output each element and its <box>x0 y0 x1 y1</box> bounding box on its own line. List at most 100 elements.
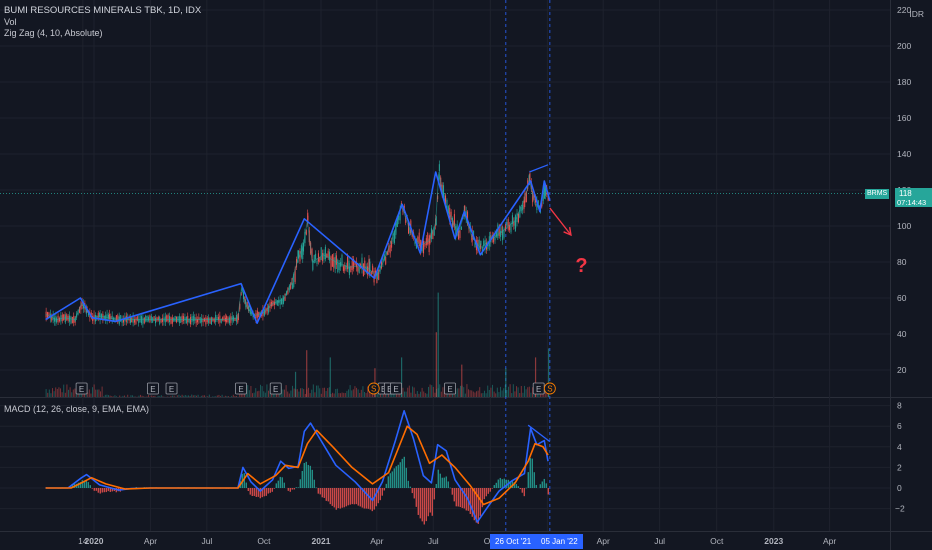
price-candle <box>293 273 295 288</box>
volume-bar <box>322 387 324 397</box>
macd-histogram-bar <box>353 488 355 505</box>
macd-histogram-bar <box>259 488 261 499</box>
price-candle <box>503 229 505 238</box>
volume-bar <box>340 393 342 397</box>
earnings-marker-label: E <box>273 385 278 394</box>
earnings-marker-label: E <box>393 385 398 394</box>
volume-bar <box>66 384 68 397</box>
macd-histogram-bar <box>499 477 501 488</box>
volume-bar <box>103 396 105 397</box>
price-candle <box>90 312 92 318</box>
volume-bar <box>277 393 279 397</box>
volume-bar <box>514 391 516 397</box>
price-candle <box>66 314 68 320</box>
volume-bar <box>435 332 437 397</box>
volume-bar <box>141 395 143 397</box>
macd-histogram-bar <box>471 488 473 517</box>
macd-histogram-bar <box>485 488 487 497</box>
currency-label: IDR <box>909 9 924 19</box>
volume-bar <box>412 386 414 397</box>
price-candle <box>103 315 105 320</box>
volume-bar <box>487 385 489 397</box>
macd-histogram-bar <box>335 488 337 510</box>
macd-histogram-bar <box>351 488 353 505</box>
macd-histogram-bar <box>287 488 289 491</box>
macd-histogram-bar <box>503 478 505 488</box>
price-candle <box>507 219 509 230</box>
earnings-marker-label: E <box>387 385 392 394</box>
x-tick-label: Apr <box>144 536 157 546</box>
price-candle <box>114 318 116 322</box>
price-candle <box>55 315 57 322</box>
volume-bar <box>228 396 230 397</box>
price-candle <box>105 315 107 321</box>
price-candle <box>534 198 536 203</box>
volume-bar <box>344 392 346 397</box>
price-candle <box>256 310 258 318</box>
volume-bar <box>189 395 191 397</box>
volume-bar <box>308 387 310 397</box>
y-tick-label: 220 <box>897 5 911 15</box>
volume-bar <box>488 389 490 397</box>
price-candle <box>299 250 301 262</box>
macd-histogram-bar <box>543 478 545 488</box>
price-candle <box>209 317 211 324</box>
price-candle <box>383 254 385 260</box>
price-candle <box>350 265 352 273</box>
volume-bar <box>359 392 361 397</box>
volume-bar <box>336 388 338 397</box>
volume-bar <box>138 395 140 397</box>
volume-bar <box>338 393 340 397</box>
volume-bar <box>496 387 498 397</box>
volume-bar <box>300 388 302 397</box>
volume-bar <box>500 386 502 397</box>
price-candle <box>529 173 531 183</box>
split-marker-label: S <box>547 385 552 394</box>
macd-histogram-bar <box>109 488 111 492</box>
macd-histogram-bar <box>523 488 525 497</box>
macd-histogram-bar <box>279 476 281 488</box>
price-candle <box>330 256 332 271</box>
price-candle <box>537 200 539 207</box>
macd-histogram-bar <box>481 488 483 508</box>
volume-bar <box>439 384 441 397</box>
macd-histogram-bar <box>415 488 417 507</box>
price-candle <box>188 319 190 323</box>
price-candle <box>342 266 344 271</box>
volume-bar <box>333 393 335 397</box>
volume-bar <box>482 393 484 397</box>
macd-histogram-bar <box>91 488 93 489</box>
volume-bar <box>420 391 422 397</box>
volume-bar <box>498 392 500 397</box>
macd-histogram-bar <box>413 488 415 499</box>
price-candle <box>322 253 324 262</box>
volume-bar <box>61 392 63 397</box>
volume-bar <box>370 393 372 397</box>
macd-histogram-bar <box>341 488 343 508</box>
macd-histogram-bar <box>377 488 379 504</box>
macd-histogram-bar <box>511 480 513 488</box>
macd-histogram-bar <box>245 482 247 488</box>
volume-bar <box>220 396 222 397</box>
macd-trendline <box>527 424 551 443</box>
macd-histogram-bar <box>247 488 249 492</box>
volume-bar <box>157 395 159 397</box>
volume-bar <box>437 292 439 397</box>
volume-bar <box>79 393 81 397</box>
macd-histogram-bar <box>363 488 365 509</box>
earnings-marker-label: E <box>238 385 243 394</box>
volume-bar <box>247 385 249 397</box>
x-tick-label: Apr <box>370 536 383 546</box>
price-candle <box>70 316 72 324</box>
volume-bar <box>328 387 330 397</box>
macd-histogram-bar <box>411 488 413 494</box>
volume-bar <box>50 393 52 397</box>
volume-bar <box>460 385 462 397</box>
price-candle <box>282 297 284 305</box>
volume-bar <box>180 395 182 397</box>
volume-bar <box>154 395 156 397</box>
price-candle <box>447 206 449 214</box>
price-candle <box>102 313 104 321</box>
